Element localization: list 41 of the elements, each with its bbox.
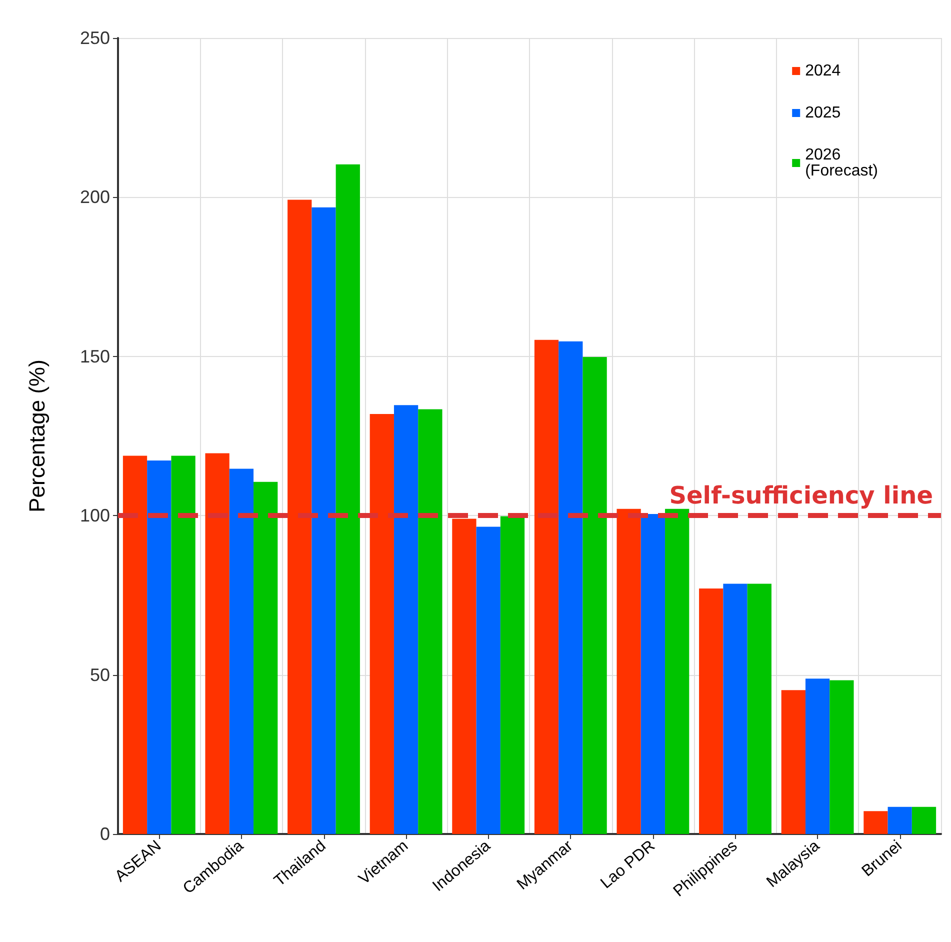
bar — [370, 414, 394, 834]
bar — [830, 680, 854, 834]
bar — [781, 690, 806, 834]
bar — [616, 508, 641, 834]
legend-label: 2024 — [805, 62, 841, 80]
bar — [582, 357, 607, 834]
legend-label: 2026 (Forecast) — [805, 146, 878, 180]
bar — [452, 518, 476, 834]
bar — [147, 460, 172, 834]
bar — [312, 207, 336, 834]
bar — [699, 588, 724, 834]
bar — [171, 456, 196, 834]
y-tick-label: 200 — [80, 187, 110, 208]
ref-line-label: Self-sufficiency line — [669, 482, 933, 510]
bar — [205, 453, 230, 834]
bar — [558, 341, 583, 834]
bar — [747, 584, 772, 834]
bar — [288, 200, 312, 834]
bar — [723, 584, 748, 834]
bar — [500, 516, 525, 834]
bar — [336, 164, 360, 834]
y-tick-label: 250 — [80, 28, 110, 48]
bar — [805, 678, 830, 834]
y-tick-label: 0 — [100, 824, 110, 844]
bar — [665, 508, 690, 834]
y-tick-label: 150 — [80, 346, 110, 366]
bar — [122, 456, 148, 834]
bar — [640, 514, 666, 834]
bar — [229, 468, 254, 834]
bar — [534, 340, 559, 834]
bar — [418, 409, 442, 834]
legend-label: 2025 — [805, 104, 841, 122]
y-axis-title: Percentage (%) — [24, 360, 50, 512]
y-tick-label: 100 — [80, 506, 110, 526]
bar — [476, 526, 500, 834]
y-tick-label: 50 — [90, 664, 110, 685]
bar — [864, 811, 888, 834]
bar — [888, 806, 912, 834]
bar — [254, 482, 278, 834]
bar — [394, 405, 418, 834]
bar — [912, 806, 936, 834]
